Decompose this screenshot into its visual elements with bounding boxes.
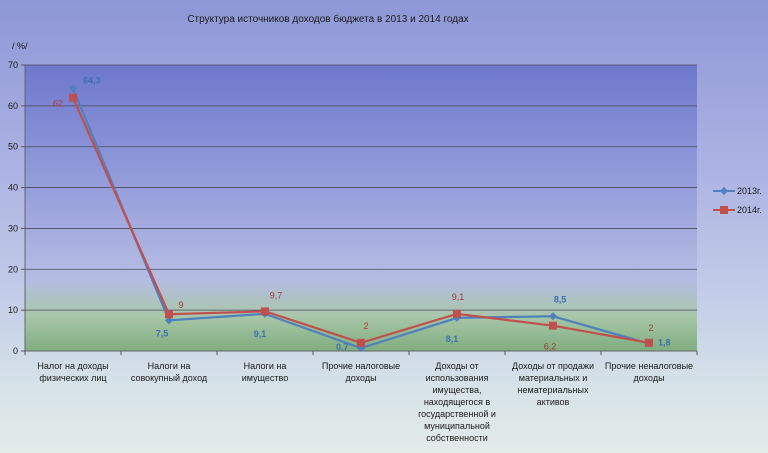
data-label: 64,3 [83, 75, 101, 85]
data-label: 7,5 [156, 328, 169, 338]
y-tick-label: 10 [8, 305, 18, 315]
data-label: 2 [363, 321, 368, 331]
plot-area [25, 65, 697, 351]
data-label: 1,8 [658, 338, 671, 348]
data-point [165, 316, 173, 325]
x-tick-label: Прочие неналоговые доходы [605, 361, 693, 383]
data-label: 9 [178, 300, 183, 310]
y-tick-label: 30 [8, 223, 18, 233]
legend-marker [720, 206, 728, 214]
y-tick-label: 20 [8, 264, 18, 274]
x-tick-label: Налоги на совокупный доход [131, 361, 208, 383]
legend-marker [720, 187, 728, 195]
y-axis-ticks: 0 10 20 30 40 50 60 70 [8, 60, 25, 356]
x-tick-label: Доходы от продажи материальных и нематериа… [512, 361, 594, 407]
data-label: 8,5 [554, 294, 567, 304]
y-tick-label: 60 [8, 101, 18, 111]
data-labels: 64,3 7,5 9,1 0,7 8,1 8,5 1,8 62 9 9,7 2 9,1 6,2 2 [53, 75, 671, 352]
grid [25, 64, 697, 311]
data-point [69, 84, 77, 93]
data-label: 2 [648, 323, 653, 333]
data-label: 9,1 [452, 292, 465, 302]
y-tick-label: 40 [8, 183, 18, 193]
data-label: 8,1 [446, 334, 459, 344]
data-point [549, 321, 557, 330]
legend: 2013г. 2014г. [713, 186, 762, 215]
chart-title: Структура источников доходов бюджета в 2… [187, 13, 468, 25]
legend-label: 2014г. [737, 205, 762, 215]
y-tick-label: 70 [8, 60, 18, 70]
legend-label: 2013г. [737, 186, 762, 196]
data-label: 0,7 [336, 342, 349, 352]
data-point [357, 338, 365, 347]
x-axis-ticks: Налог на доходы физических лиц Налоги на со… [24, 351, 698, 443]
data-label: 6,2 [544, 342, 557, 352]
x-tick-label: Налог на доходы физических лиц [37, 361, 108, 383]
x-tick-label: Доходы от использования имущества, находяще… [418, 361, 496, 443]
data-label: 9,1 [254, 329, 267, 339]
y-tick-label: 0 [13, 346, 18, 356]
data-point [549, 312, 557, 321]
data-label: 9,7 [270, 290, 283, 300]
data-label: 62 [53, 99, 63, 109]
x-tick-label: Налоги на имущество [242, 361, 288, 383]
y-tick-label: 50 [8, 142, 18, 152]
y-axis-label: / %/ [12, 41, 28, 51]
series [69, 84, 653, 353]
data-point [645, 338, 653, 347]
data-point [453, 309, 461, 318]
data-point [69, 93, 77, 102]
data-point [261, 307, 269, 316]
data-point [165, 310, 173, 319]
x-tick-label: Прочие налоговые доходы [322, 361, 400, 383]
